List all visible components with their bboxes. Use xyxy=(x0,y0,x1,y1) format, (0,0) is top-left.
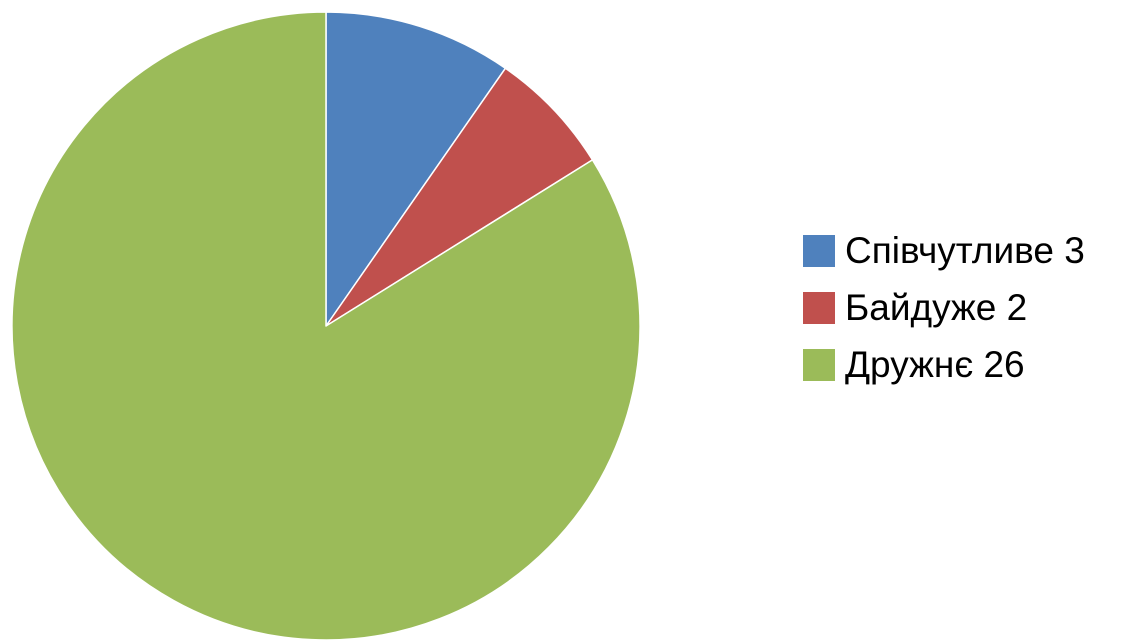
legend-label-druzhne: Дружнє 26 xyxy=(845,344,1025,385)
legend-swatch-spivchutlyve xyxy=(803,234,835,267)
legend-swatch-baiduzhe xyxy=(803,291,835,324)
pie-slices xyxy=(11,11,641,641)
pie-slice-druzhne xyxy=(11,11,641,641)
legend-swatch-druzhne xyxy=(803,348,835,381)
legend-item-spivchutlyve: Співчутливе 3 xyxy=(803,222,1123,279)
legend-item-druzhne: Дружнє 26 xyxy=(803,336,1123,393)
chart-legend: Співчутливе 3 Байдуже 2 Дружнє 26 xyxy=(803,222,1123,393)
pie-slice-spivchutlyve xyxy=(325,11,507,327)
legend-label-spivchutlyve: Співчутливе 3 xyxy=(845,230,1085,271)
legend-item-baiduzhe: Байдуже 2 xyxy=(803,279,1123,336)
legend-label-baiduzhe: Байдуже 2 xyxy=(845,287,1028,328)
pie-slice-baiduzhe xyxy=(325,67,594,327)
